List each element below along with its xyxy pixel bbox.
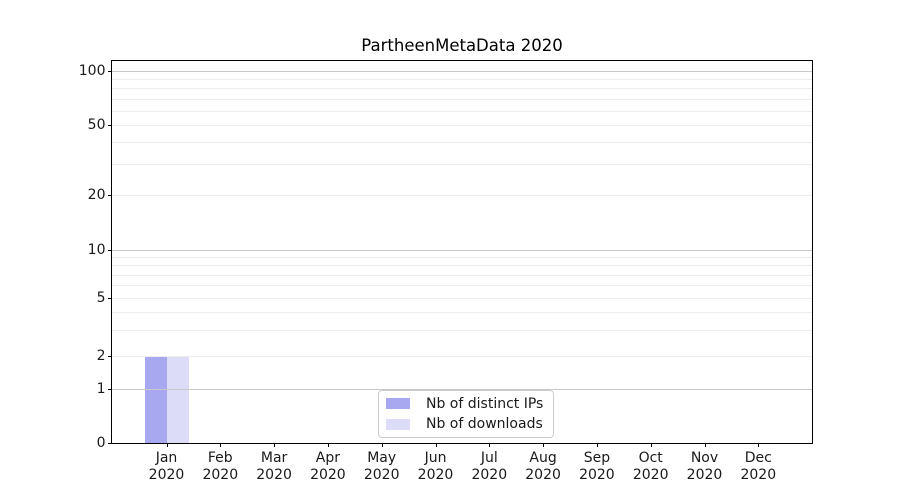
gridline-minor [112, 195, 812, 196]
x-axis-tick [435, 443, 437, 447]
gridline-major [112, 389, 812, 390]
x-axis-tick-label: Oct 2020 [632, 450, 669, 483]
y-axis-tick-label: 1 [96, 381, 106, 397]
legend: Nb of distinct IPs Nb of downloads [378, 390, 555, 438]
x-axis-tick-label: Feb 2020 [202, 450, 239, 483]
x-axis-tick-label: Apr 2020 [310, 450, 346, 483]
x-axis-tick-label: Jun 2020 [417, 450, 454, 483]
gridline-minor [112, 312, 812, 314]
gridline-minor [112, 164, 812, 166]
y-axis-tick-label: 10 [87, 242, 106, 258]
x-axis-tick [274, 443, 276, 447]
gridline-major [112, 250, 812, 251]
gridline-minor [112, 274, 812, 276]
bar-distinct-ips [144, 356, 167, 443]
bar-downloads [166, 356, 189, 443]
x-axis-tick [381, 443, 383, 447]
x-axis-tick-label: Dec 2020 [740, 450, 777, 483]
x-axis-tick [650, 443, 652, 447]
legend-swatch-distinct-ips [386, 398, 410, 410]
plot-area: Nb of distinct IPs Nb of downloads [111, 60, 813, 444]
x-axis-tick [758, 443, 760, 447]
x-axis-tick [166, 443, 168, 447]
y-axis-tick-label: 0 [96, 435, 106, 451]
x-axis-tick [596, 443, 598, 447]
y-axis-tick [107, 195, 112, 196]
x-axis-tick [704, 443, 706, 447]
legend-label: Nb of downloads [426, 416, 543, 433]
gridline-minor [112, 125, 812, 126]
y-axis-tick-label: 2 [96, 348, 106, 364]
legend-entry: Nb of distinct IPs [386, 394, 543, 414]
gridline-minor [112, 110, 812, 112]
chart-title: PartheenMetaData 2020 [361, 36, 563, 55]
y-axis-tick [107, 250, 112, 251]
gridline-minor [112, 79, 812, 81]
legend-swatch-downloads [386, 418, 410, 430]
x-axis-tick-label: Jul 2020 [471, 450, 508, 483]
y-axis-tick-label: 100 [78, 63, 106, 79]
x-axis-tick-label: Mar 2020 [256, 450, 292, 483]
y-axis-tick [107, 298, 112, 299]
y-axis-tick [107, 356, 112, 357]
legend-label: Nb of distinct IPs [426, 395, 544, 412]
x-axis-tick-label: Nov 2020 [686, 450, 723, 483]
x-axis-tick-label: May 2020 [363, 450, 400, 483]
gridline-minor [112, 285, 812, 287]
y-axis-tick [107, 389, 112, 390]
legend-entry: Nb of downloads [386, 415, 543, 435]
gridline-minor [112, 265, 812, 267]
gridline-minor [112, 356, 812, 357]
x-axis-tick-label: Sep 2020 [579, 450, 615, 483]
y-axis-tick-label: 20 [87, 187, 106, 203]
gridline-major [112, 71, 812, 72]
gridline-minor [112, 98, 812, 100]
gridline-minor [112, 142, 812, 144]
x-axis-tick [543, 443, 545, 447]
gridline-minor [112, 257, 812, 259]
gridline-minor [112, 298, 812, 299]
x-axis-tick [220, 443, 222, 447]
y-axis-tick-label: 50 [87, 117, 106, 133]
x-axis-tick [327, 443, 329, 447]
x-axis-tick [489, 443, 491, 447]
gridline-minor [112, 330, 812, 332]
y-axis-tick [107, 443, 112, 444]
x-axis-tick-label: Aug 2020 [525, 450, 561, 483]
y-axis-tick [107, 71, 112, 72]
x-axis-tick-label: Jan 2020 [148, 450, 185, 483]
y-axis-tick [107, 125, 112, 126]
y-axis-tick-label: 5 [96, 290, 106, 306]
gridline-minor [112, 88, 812, 90]
